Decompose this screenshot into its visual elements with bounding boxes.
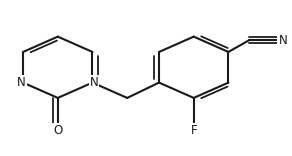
- Text: O: O: [53, 124, 62, 137]
- Text: F: F: [190, 124, 197, 137]
- Text: N: N: [90, 76, 98, 89]
- Text: N: N: [17, 76, 26, 89]
- Text: N: N: [279, 34, 287, 47]
